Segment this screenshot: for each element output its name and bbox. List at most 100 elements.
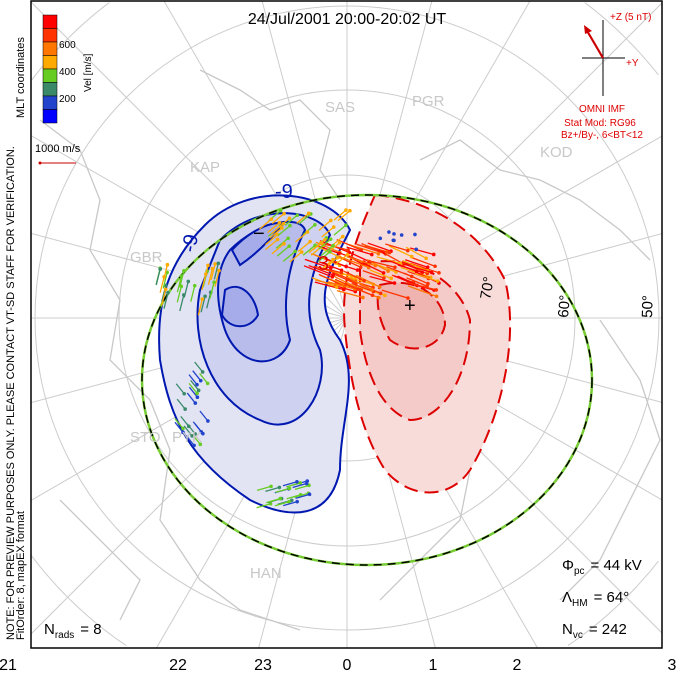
station-gbr: GBR: [130, 249, 163, 266]
station-kod: KOD: [540, 144, 573, 161]
mlt-label-3: 3: [668, 657, 677, 674]
vector-origin-dot: [192, 443, 196, 448]
imf-source: OMNI IMF: [579, 104, 625, 115]
imf-vector: [585, 28, 604, 59]
velocity-vector: [406, 281, 437, 291]
vector-origin-dot: [162, 274, 166, 279]
vector-origin-dot: [331, 225, 336, 229]
vector-origin-dot: [287, 486, 292, 491]
vector-origin-dot: [182, 269, 186, 273]
velocity-vector: [179, 294, 185, 312]
vector-origin-dot: [426, 281, 430, 286]
dawn-cell: [343, 193, 512, 494]
vector-origin-dot: [406, 296, 410, 300]
vector-origin-dot: [282, 211, 286, 216]
station-pyk: PYK: [172, 429, 202, 446]
vector-origin-dot: [165, 262, 170, 267]
vector-origin-dot: [206, 419, 210, 423]
coordinates-label: MLT coordinates: [15, 37, 27, 118]
vector-origin-dot: [392, 281, 397, 285]
velocity-vector: [405, 259, 428, 268]
lat-label-50: 50°: [639, 295, 657, 318]
velocity-vector: [197, 299, 203, 316]
velocity-vector: [275, 237, 289, 249]
velocity-vector: [295, 231, 308, 243]
velocity-vector: [295, 493, 310, 499]
velocity-vector: [162, 272, 168, 289]
velocity-vector: [404, 272, 429, 285]
vector-origin-dot: [323, 237, 327, 242]
velocity-vector: [350, 278, 373, 291]
vector-origin-dot: [190, 434, 194, 438]
latitude-circle: [584, 2, 659, 76]
velocity-vector: [259, 218, 272, 230]
velocity-vector: [188, 386, 198, 398]
velocity-vector: [213, 263, 219, 280]
velocity-vector: [282, 250, 296, 262]
station-han: HAN: [250, 565, 282, 582]
velocity-vector: [269, 227, 283, 239]
velocity-vector: [308, 264, 334, 276]
vector-origin-dot: [299, 250, 304, 254]
velocity-vector: [402, 263, 432, 274]
velocity-vector: [179, 270, 185, 287]
vector-origin-dot: [305, 230, 310, 234]
velocity-vector: [335, 254, 348, 266]
velocity-vector: [200, 296, 206, 313]
velocity-vector: [303, 265, 333, 278]
mlt-label-1: 1: [429, 657, 438, 674]
vector-origin-dot: [346, 248, 350, 252]
vector-origin-dot: [361, 295, 365, 300]
velocity-vector: [362, 269, 385, 279]
velocity-vector: [302, 224, 316, 236]
vector-origin-dot: [389, 276, 394, 281]
vector-origin-dot: [319, 240, 323, 245]
vector-origin-dot: [344, 223, 348, 227]
vector-origin-dot: [298, 481, 303, 485]
station-pgr: PGR: [412, 93, 445, 110]
vector-origin-dot: [287, 216, 292, 221]
vector-origin-dot: [373, 263, 378, 268]
vector-origin-dot: [355, 268, 360, 272]
vector-origin-dot: [182, 391, 187, 396]
stats: Φpc = 44 kV ΛHM = 64° Nvc = 242 Nrads = 8: [44, 557, 642, 641]
vector-origin-dot: [287, 499, 291, 504]
velocity-vector: [277, 225, 291, 237]
vector-origin-dot: [205, 381, 210, 386]
vector-origin-dot: [424, 256, 428, 261]
vector-origin-dot: [377, 295, 381, 300]
colorbar-tick-400: 400: [59, 67, 76, 78]
vector-origin-dot: [196, 388, 201, 393]
velocity-vector: [314, 281, 344, 291]
vector-origin-dot: [163, 287, 168, 292]
heppner-maynard-boundary-dash: [141, 194, 593, 566]
vector-origin-dot: [198, 378, 203, 383]
velocity-vector: [183, 281, 189, 298]
mlt-label-23: 23: [254, 657, 272, 674]
vector-origin-dot: [200, 370, 205, 374]
velocity-vector: [161, 289, 167, 306]
velocity-vector: [407, 285, 437, 297]
velocity-vector: [284, 214, 298, 226]
vector-origin-dot: [378, 236, 383, 241]
vector-origin-dot: [344, 264, 348, 269]
vector-origin-dot: [425, 265, 430, 270]
station-kap: KAP: [190, 159, 220, 176]
velocity-vector: [176, 398, 186, 410]
vector-origin-dot: [269, 484, 273, 489]
vector-origin-dot: [434, 294, 439, 299]
vector-origin-dot: [437, 271, 441, 275]
velocity-vector: [155, 268, 161, 286]
latitude-circle: [567, 560, 659, 646]
vector-origin-dot: [198, 442, 203, 447]
velocity-vector: [185, 435, 195, 446]
vector-origin-dot: [399, 233, 404, 237]
potential-min-marker: −: [253, 223, 265, 245]
velocity-vector: [199, 410, 209, 422]
velocity-vector: [364, 245, 390, 254]
velocity-vector: [320, 259, 334, 271]
vector-origin-dot: [193, 432, 197, 436]
velocity-vector: [283, 501, 298, 507]
velocity-vector: [163, 292, 169, 309]
vector-origin-dot: [212, 280, 216, 284]
